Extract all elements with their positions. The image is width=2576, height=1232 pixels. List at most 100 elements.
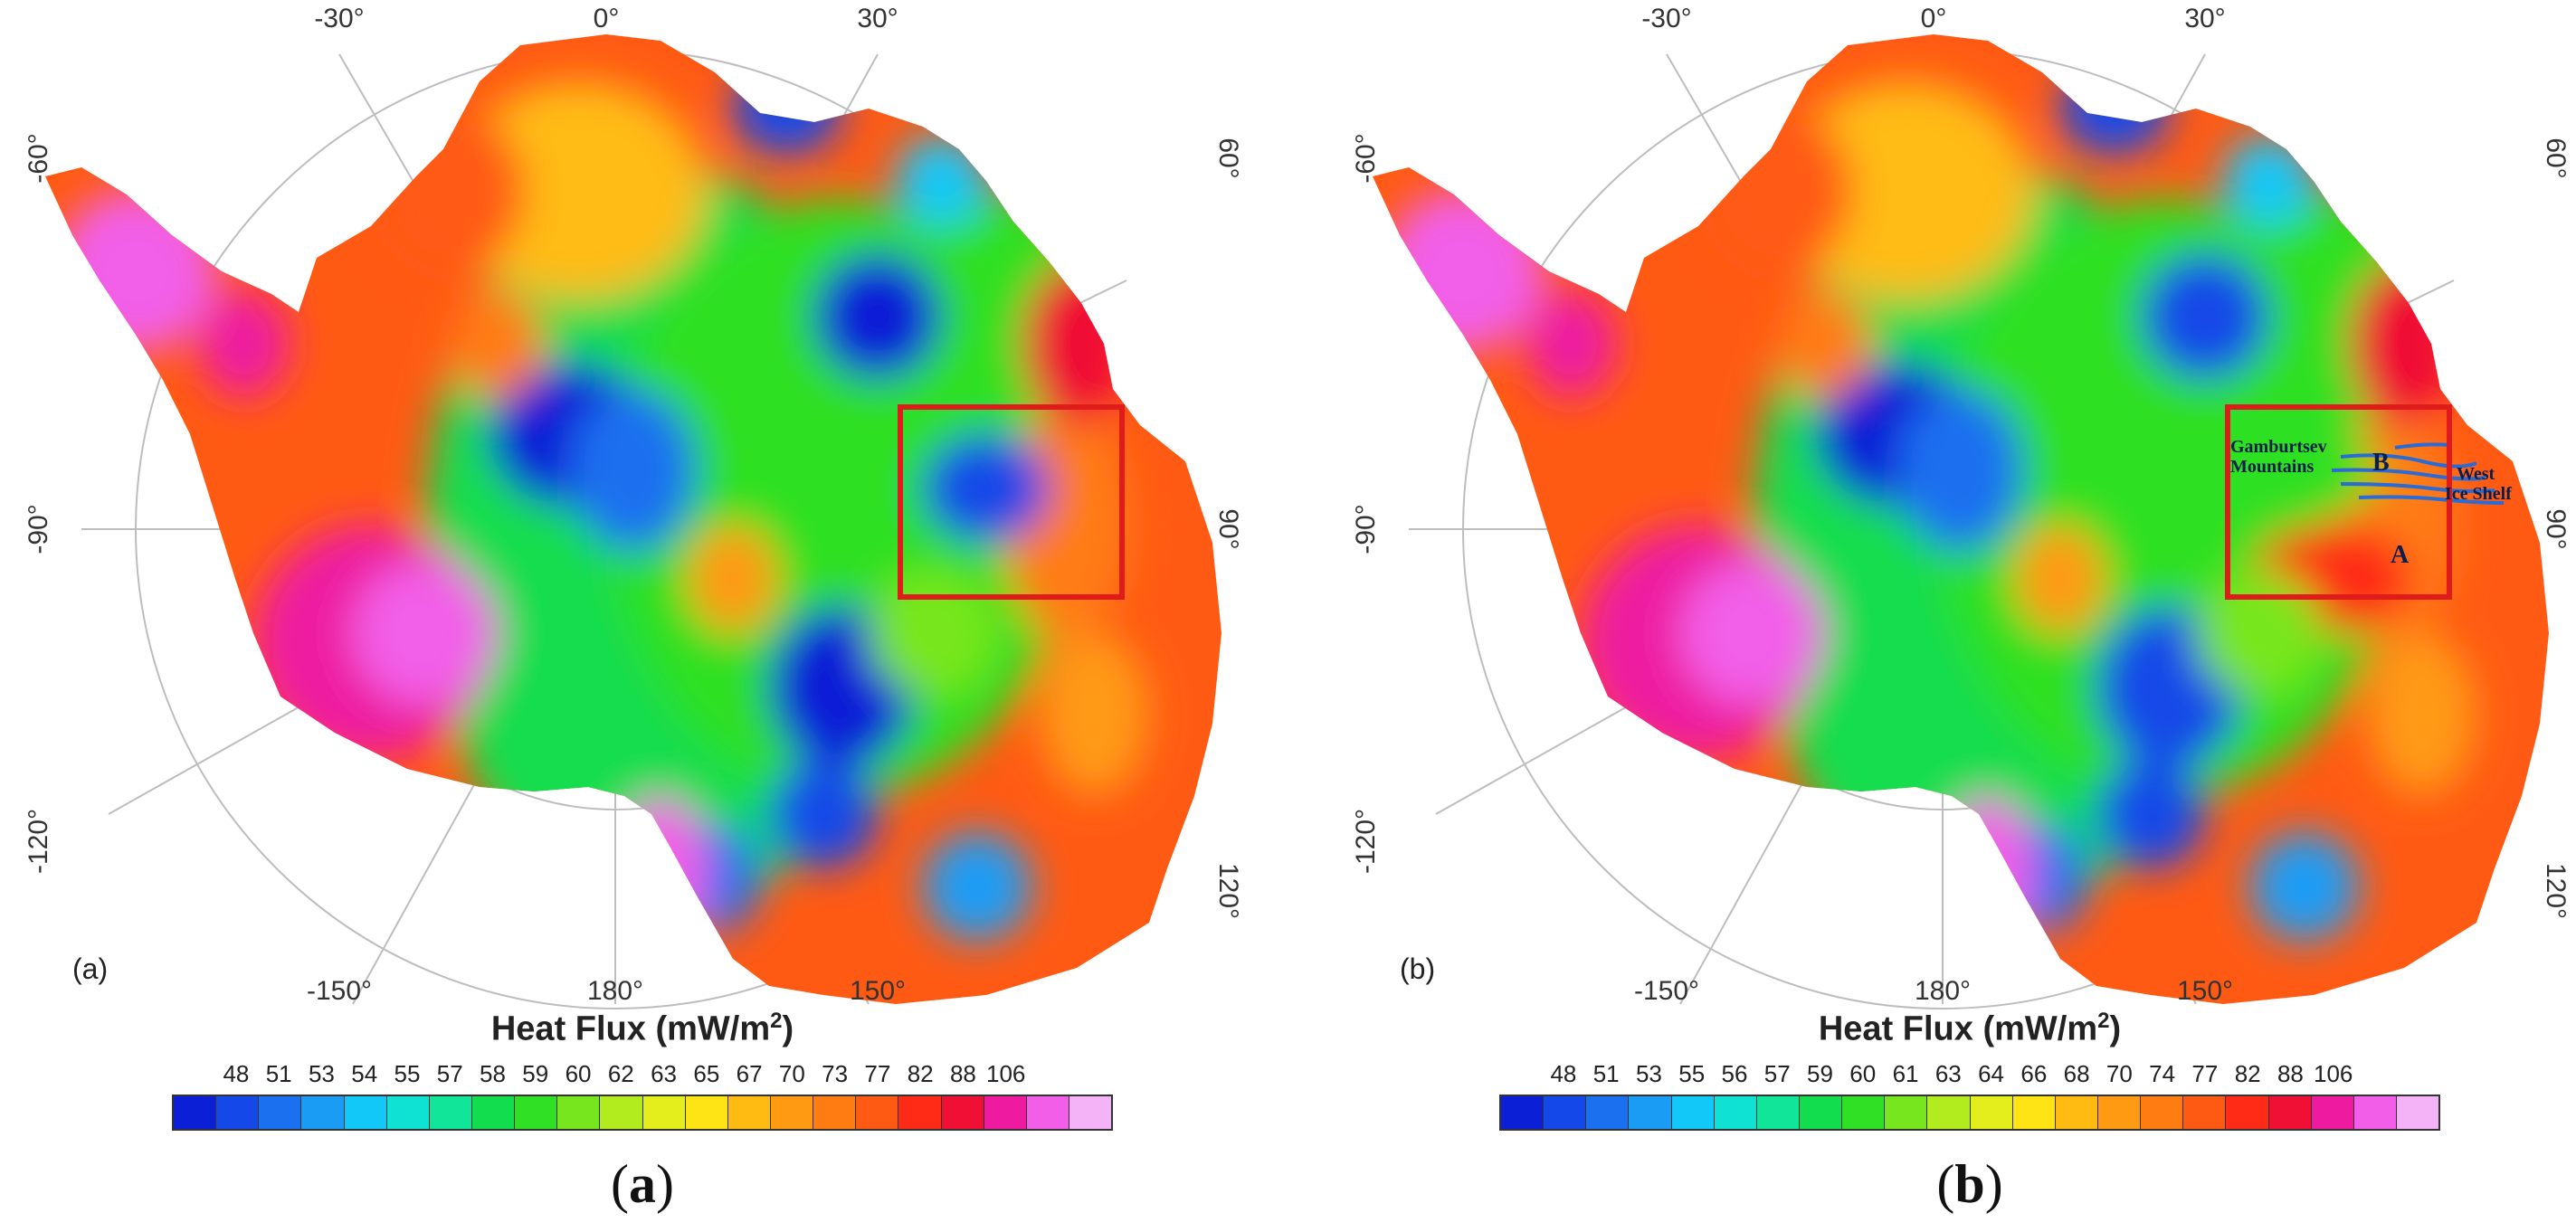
lon-label-neg60: -60° bbox=[1355, 133, 1381, 183]
lon-label-180: 180° bbox=[1915, 976, 1971, 1006]
lon-label-neg30: -30° bbox=[314, 4, 364, 33]
legend-tick-label: 66 bbox=[2020, 1060, 2048, 1087]
legend-tick-label: 56 bbox=[1721, 1060, 1748, 1087]
color-swatch bbox=[1069, 1096, 1112, 1129]
point-b-label: B bbox=[2372, 449, 2390, 477]
point-a-label: A bbox=[2391, 541, 2410, 569]
legend-tick-label: 62 bbox=[607, 1060, 634, 1087]
subglacial-flow-lines bbox=[2331, 442, 2505, 505]
lon-label-neg120: -120° bbox=[27, 809, 53, 874]
lon-label-180: 180° bbox=[587, 976, 643, 1006]
color-swatch bbox=[2097, 1096, 2142, 1129]
lon-label-120: 120° bbox=[2541, 863, 2571, 919]
region-box-b bbox=[2225, 404, 2452, 600]
color-scale-a bbox=[172, 1095, 1113, 1131]
color-swatch bbox=[2311, 1096, 2354, 1129]
legend-tick-label: 88 bbox=[2277, 1060, 2304, 1087]
legend-tick-label: 70 bbox=[2105, 1060, 2133, 1087]
legend-tick-label: 51 bbox=[265, 1060, 292, 1087]
color-swatch bbox=[770, 1096, 814, 1129]
west-ice-shelf-label-line2: Ice Shelf bbox=[2445, 484, 2512, 504]
gamburtsev-label-line2: Mountains bbox=[2230, 457, 2314, 477]
color-swatch bbox=[259, 1096, 302, 1129]
color-swatch bbox=[1671, 1096, 1715, 1129]
legend-tick-label: 61 bbox=[1892, 1060, 1919, 1087]
legend-tick-label: 63 bbox=[651, 1060, 678, 1087]
color-swatch bbox=[1501, 1096, 1545, 1129]
legend-tick-label: 67 bbox=[736, 1060, 763, 1087]
color-swatch bbox=[1756, 1096, 1800, 1129]
color-swatch bbox=[1714, 1096, 1757, 1129]
color-swatch bbox=[642, 1096, 686, 1129]
legend-tick-label: 51 bbox=[1592, 1060, 1620, 1087]
legend-tick-label: 59 bbox=[1807, 1060, 1833, 1087]
legend-tick-label: 63 bbox=[1934, 1060, 1962, 1087]
lon-label-neg30: -30° bbox=[1641, 4, 1691, 33]
color-swatch bbox=[727, 1096, 771, 1129]
color-swatch bbox=[2268, 1096, 2312, 1129]
legend-tick-label: 82 bbox=[2234, 1060, 2261, 1087]
color-swatch bbox=[386, 1096, 430, 1129]
west-ice-shelf-label-line1: West bbox=[2457, 464, 2495, 484]
map-panel-b: Gamburtsev Mountains West Ice Shelf B A … bbox=[1355, 0, 2576, 1232]
lon-label-30: 30° bbox=[2184, 4, 2225, 33]
lon-label-neg90: -90° bbox=[1355, 504, 1381, 554]
heat-flux-field-b bbox=[1373, 34, 2549, 1004]
legend-tick-label: 53 bbox=[308, 1060, 335, 1087]
lon-label-150: 150° bbox=[2177, 976, 2233, 1006]
legend-tick-label: 54 bbox=[351, 1060, 378, 1087]
color-swatch bbox=[2055, 1096, 2098, 1129]
color-swatch bbox=[2353, 1096, 2397, 1129]
lon-label-neg150: -150° bbox=[1634, 976, 1699, 1006]
legend-tick-label: 65 bbox=[693, 1060, 720, 1087]
lon-label-30: 30° bbox=[857, 4, 898, 33]
heat-flux-field-a bbox=[45, 34, 1221, 1004]
color-swatch bbox=[1544, 1096, 1587, 1129]
legend-tick-label: 58 bbox=[480, 1060, 506, 1087]
color-swatch bbox=[2012, 1096, 2056, 1129]
legend-tick-label: 73 bbox=[822, 1060, 849, 1087]
color-swatch bbox=[1885, 1096, 1928, 1129]
lon-label-0: 0° bbox=[594, 4, 620, 33]
color-swatch bbox=[685, 1096, 728, 1129]
legend-tick-label: 60 bbox=[565, 1060, 592, 1087]
gamburtsev-label-line1: Gamburtsev bbox=[2230, 437, 2327, 457]
color-swatch bbox=[557, 1096, 601, 1129]
legend-tick-label: 68 bbox=[2063, 1060, 2090, 1087]
legend-tick-label: 53 bbox=[1635, 1060, 1662, 1087]
legend-tick-label: 55 bbox=[394, 1060, 421, 1087]
color-swatch bbox=[2396, 1096, 2439, 1129]
color-swatch bbox=[941, 1096, 984, 1129]
color-swatch bbox=[856, 1096, 899, 1129]
legend-tick-label: 88 bbox=[949, 1060, 976, 1087]
color-swatch bbox=[174, 1096, 217, 1129]
legend-tick-label: 48 bbox=[223, 1060, 250, 1087]
color-swatch bbox=[1586, 1096, 1630, 1129]
panel-label-b: (b) bbox=[1400, 952, 1435, 985]
color-swatch bbox=[813, 1096, 857, 1129]
color-swatch bbox=[216, 1096, 260, 1129]
panel-label-a: (a) bbox=[72, 952, 108, 985]
color-swatch bbox=[1842, 1096, 1886, 1129]
color-swatch bbox=[1799, 1096, 1843, 1129]
lon-label-60: 60° bbox=[2541, 137, 2571, 178]
color-swatch bbox=[984, 1096, 1027, 1129]
legend-tick-label: 64 bbox=[1978, 1060, 2005, 1087]
color-swatch bbox=[2226, 1096, 2269, 1129]
lon-label-60: 60° bbox=[1213, 137, 1243, 178]
legend-tick-label: 57 bbox=[436, 1060, 463, 1087]
color-swatch bbox=[1026, 1096, 1069, 1129]
legend-tick-label: 106 bbox=[985, 1060, 1026, 1087]
color-swatch bbox=[1927, 1096, 1971, 1129]
legend-tick-label: 74 bbox=[2149, 1060, 2176, 1087]
color-swatch bbox=[429, 1096, 472, 1129]
lon-label-150: 150° bbox=[850, 976, 906, 1006]
lon-label-120: 120° bbox=[1213, 863, 1243, 919]
legend-title-a: Heat Flux (mW/m2) bbox=[490, 1009, 794, 1048]
lon-label-neg90: -90° bbox=[27, 504, 53, 554]
legend-ticks-a: 48 51 53 54 55 57 58 59 60 62 63 65 67 70 73 77 82 88 106 bbox=[214, 1060, 1027, 1093]
legend-tick-label: 59 bbox=[522, 1060, 549, 1087]
legend-ticks-b: 48 51 53 55 56 57 59 60 61 63 64 66 68 70 74 77 82 88 106 bbox=[1542, 1060, 2354, 1093]
region-box-a bbox=[898, 404, 1125, 600]
caption-b: (b) bbox=[1936, 1154, 2003, 1214]
